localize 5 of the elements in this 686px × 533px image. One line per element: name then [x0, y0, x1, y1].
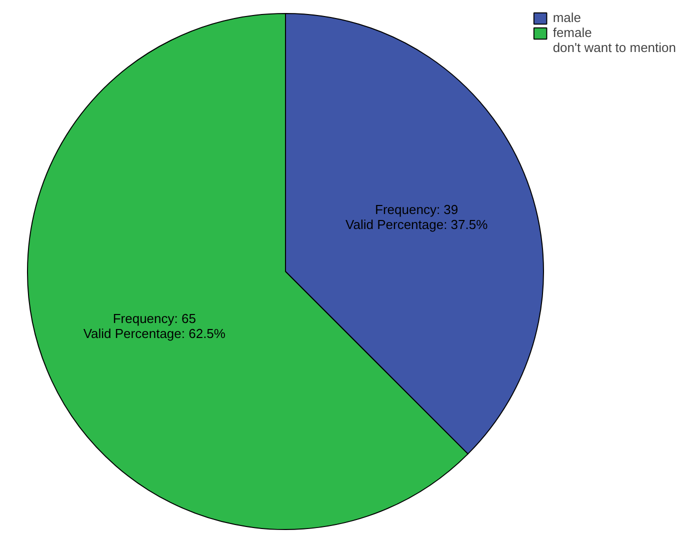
category-label: don't want to mention	[552, 40, 676, 55]
legend-label: male	[552, 10, 582, 25]
legend-label: female	[552, 25, 592, 40]
data-label: Frequency: 65 Valid Percentage: 62.5%	[83, 310, 226, 341]
data-label: Frequency: 39 Valid Percentage: 37.5%	[346, 202, 488, 232]
